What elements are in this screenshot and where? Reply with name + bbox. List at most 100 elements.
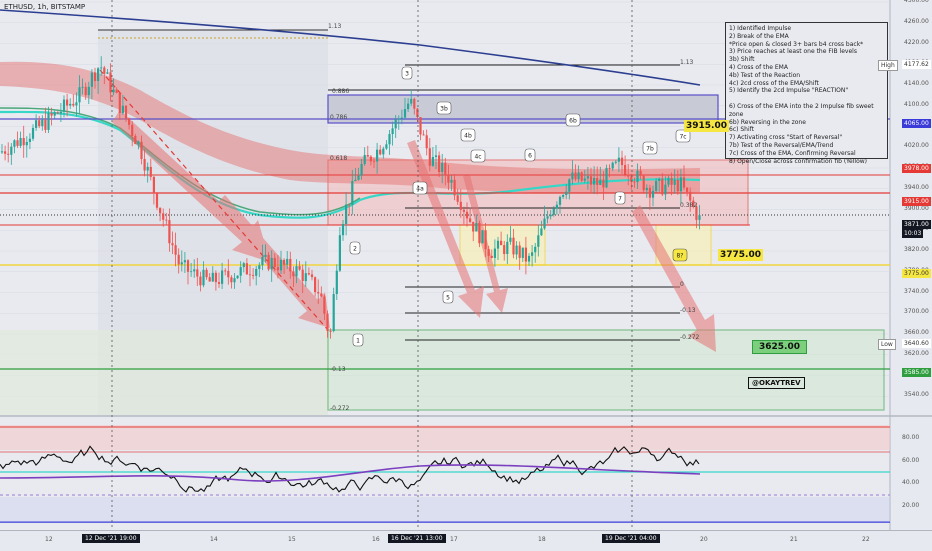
candle-body <box>41 119 44 127</box>
candle-body <box>13 140 16 147</box>
time-tick: 17 <box>450 536 458 543</box>
candle-body <box>630 176 633 182</box>
candle-body <box>124 105 128 119</box>
time-tick: 21 <box>790 536 798 543</box>
candle-body <box>676 179 679 192</box>
candle-body <box>301 269 304 282</box>
candle-body <box>648 187 651 198</box>
time-tick: 12 <box>45 536 53 543</box>
candle-body <box>261 256 264 266</box>
candle-body <box>527 255 531 262</box>
candle-body <box>394 119 397 129</box>
price-tick: 3660.00 <box>904 329 929 336</box>
candle-body <box>62 99 66 112</box>
candle-body <box>506 241 509 255</box>
candle-body <box>490 255 493 258</box>
rsi-tick: 40.00 <box>902 479 920 487</box>
candle-body <box>645 187 648 191</box>
candle-body <box>22 137 25 146</box>
chart-title: ETHUSD, 1h, BITSTAMP <box>4 3 86 11</box>
candle-body <box>112 89 115 93</box>
wave-labels: 1 2 3 3b 4a 4b 4c 5 6 6b 7 7b 7c 8? <box>349 66 691 347</box>
wave-label-box <box>642 141 658 155</box>
candle-body <box>487 249 490 256</box>
candle-body <box>385 144 388 149</box>
candle-body <box>295 266 298 277</box>
candle-body <box>159 207 162 214</box>
note-line: 4c) 2cd cross of the EMA/Shift <box>729 79 819 87</box>
candle-body <box>69 103 72 106</box>
wave-label-box <box>412 181 428 195</box>
candle-body <box>286 258 289 265</box>
date-markers <box>111 0 633 530</box>
wave-label-text: 1 <box>356 338 360 345</box>
fib-upper-zone <box>327 94 719 124</box>
wave-label-box <box>352 333 364 347</box>
notes-panel: 1) Identified Impulse 2) Break of the EMA… <box>725 22 888 165</box>
candle-body <box>202 269 205 286</box>
wave-label: 4b <box>460 128 476 142</box>
wave-label-box <box>401 66 413 80</box>
candle-body <box>580 172 583 181</box>
price-badge: 3871.00 <box>902 219 931 229</box>
rsi-axis[interactable]: 20.00 40.00 60.00 80.00 <box>890 416 932 530</box>
time-axis[interactable]: 12 14 15 16 17 18 20 21 22 12 Dec '21 19:00 16 Dec… <box>0 530 932 551</box>
candle-body <box>186 260 190 272</box>
callout-3915: 3915.00 <box>684 120 729 132</box>
candle-body <box>459 201 462 210</box>
candle-body <box>593 177 596 185</box>
candle-body <box>484 230 487 250</box>
price-tick: 4020.00 <box>904 142 929 150</box>
candle-body <box>245 263 248 275</box>
candle-body <box>673 179 676 185</box>
candle-body <box>558 196 562 205</box>
note-line: 4b) Test of the Reaction <box>729 71 801 79</box>
candle-body <box>134 135 137 145</box>
candle-body <box>617 157 620 162</box>
candle-body <box>583 178 586 181</box>
candle-body <box>422 134 425 136</box>
candle-body <box>360 163 363 176</box>
candle-body <box>137 141 140 145</box>
candle-body <box>329 330 332 332</box>
candle-body <box>500 240 503 246</box>
candle-body <box>596 177 599 185</box>
candle-body <box>642 175 645 191</box>
price-badge: 3915.00 <box>902 196 931 206</box>
price-badge-label: High <box>878 60 898 72</box>
candle-body <box>456 195 459 202</box>
candle-body <box>50 112 53 116</box>
svg-text:1.13: 1.13 <box>328 23 342 30</box>
candle-body <box>25 141 28 146</box>
wave-label-box <box>675 129 691 143</box>
wave-label: 4a <box>412 181 428 195</box>
candle-body <box>664 184 667 195</box>
price-axis[interactable]: 3540.003580.003620.003660.003700.003740.… <box>878 0 932 416</box>
yellow-zone-1 <box>459 224 546 266</box>
candle-body <box>540 228 543 236</box>
zones <box>0 30 885 415</box>
price-badge: 4065.00 <box>902 118 931 128</box>
wave-label-text: 4a <box>416 186 424 193</box>
candle-body <box>314 277 317 293</box>
candle-body <box>453 179 456 196</box>
time-highlight: 16 Dec '21 13:00 <box>388 534 446 543</box>
price-tick: 4220.00 <box>904 38 929 46</box>
candle-body <box>338 235 341 271</box>
note-line: 7) Activating cross "Start of Reversal" <box>729 134 843 142</box>
candle-body <box>496 240 500 249</box>
note-line: 3b) Shift <box>729 56 755 64</box>
candle-body <box>258 265 261 269</box>
candle-body <box>162 213 165 220</box>
candle-body <box>493 248 496 258</box>
wave-label: 2 <box>349 241 361 255</box>
candle-body <box>233 278 236 283</box>
wave-label-text: 4b <box>464 133 472 140</box>
wave-label-box <box>436 101 452 115</box>
candle-body <box>106 72 109 74</box>
wave-label: 8? <box>672 248 688 262</box>
candle-body <box>100 67 103 69</box>
candle-body <box>354 179 357 181</box>
candle-body <box>35 120 38 128</box>
candle-body <box>59 111 62 114</box>
